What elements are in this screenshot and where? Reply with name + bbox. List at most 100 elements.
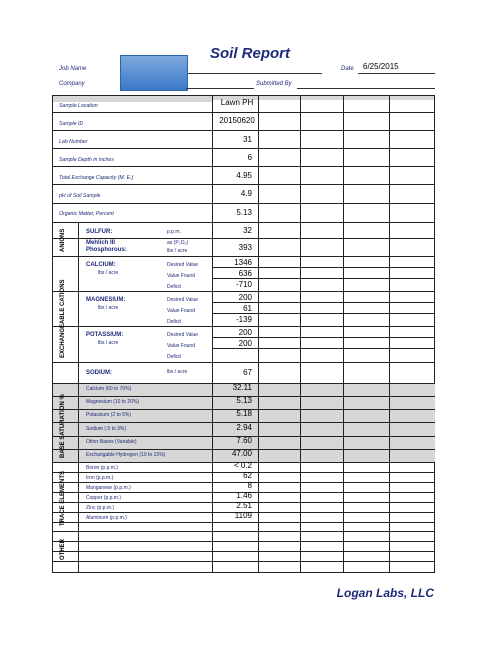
trace-element-row-value: 2.51 xyxy=(236,501,252,510)
potassium-found-label: Value Found xyxy=(167,343,195,349)
grid-row-line xyxy=(52,551,435,552)
phosphorus-unit-1: as (P₂O₅) xyxy=(167,240,189,246)
company-label: Company xyxy=(59,81,85,87)
grid-row-line xyxy=(52,512,435,513)
trace-element-row-label: Iron (p.p.m.) xyxy=(86,475,114,481)
base-saturation-row-label: Exchangable Hydrogen (10 to 15%) xyxy=(86,452,166,458)
magnesium-desired-value: 200 xyxy=(238,293,252,302)
sample-depth-value: 6 xyxy=(247,153,252,162)
soil-report-grid xyxy=(52,95,435,573)
calcium-deficit-value: -710 xyxy=(235,280,252,289)
magnesium-found-value: 61 xyxy=(243,304,252,313)
grid-subrow-line xyxy=(212,267,435,268)
trace-element-row-value: 1109 xyxy=(234,511,252,520)
sodium-value: 67 xyxy=(243,368,252,377)
grid-row-line xyxy=(52,561,435,562)
submitted-by-label: Submitted By xyxy=(256,81,292,87)
grid-row-line xyxy=(52,238,435,239)
sulfur-label: SULFUR: xyxy=(86,229,113,235)
sodium-label: SODIUM: xyxy=(86,370,112,376)
potassium-found-value: 200 xyxy=(238,339,252,348)
sample-id-label: Sample ID xyxy=(59,121,84,127)
anions-section-label: ANIONS xyxy=(60,228,66,252)
grid-row-line xyxy=(52,362,435,363)
organic-matter-value: 5.13 xyxy=(236,208,252,217)
magnesium-deficit-value: -139 xyxy=(235,315,252,324)
grid-column-line xyxy=(212,95,213,573)
grid-subrow-line xyxy=(212,337,435,338)
sample-location-label: Sample Location xyxy=(59,103,98,109)
grid-column-line xyxy=(389,95,390,573)
base-saturation-row-label: Sodium (.5 to 3%) xyxy=(86,425,127,432)
lab-number-label: Lab Number xyxy=(59,139,88,145)
potassium-label: POTASSIUM: xyxy=(86,332,124,338)
calcium-found-label: Value Found xyxy=(167,273,195,279)
phosphorus-unit-2: lbs / acre xyxy=(167,248,188,254)
trace-elements-section-label: TRACE ELEMENTS xyxy=(60,470,66,526)
base-saturation-row-label: Other Bases (Variable) xyxy=(86,438,137,445)
grid-row-line xyxy=(52,492,435,493)
calcium-found-value: 636 xyxy=(238,269,252,278)
shaded-cell xyxy=(212,96,434,100)
grid-row-line xyxy=(52,130,435,131)
job-name-label: Job Name xyxy=(59,66,87,72)
grid-row-line xyxy=(52,166,435,167)
tec-value: 4.95 xyxy=(236,171,252,180)
section-label-divider xyxy=(78,222,79,573)
calcium-desired-value: 1346 xyxy=(234,258,252,267)
sulfur-value: 32 xyxy=(243,226,252,235)
date-label: Date xyxy=(341,66,354,72)
calcium-unit: lbs / acre xyxy=(98,270,119,276)
calcium-desired-label: Desired Value xyxy=(167,262,199,268)
other-section-label: OTHER xyxy=(60,539,66,560)
grid-row-line xyxy=(52,112,435,113)
grid-subrow-line xyxy=(212,313,435,314)
footer-company: Logan Labs, LLC xyxy=(336,586,434,600)
grid-row-line xyxy=(52,326,435,327)
magnesium-found-label: Value Found xyxy=(167,308,195,314)
grid-row-line xyxy=(52,436,435,437)
shaded-cell xyxy=(53,96,212,102)
grid-row-line xyxy=(52,472,435,473)
trace-element-row-label: Boron (p.p.m.) xyxy=(86,465,118,471)
sulfur-unit: p.p.m. xyxy=(167,229,181,235)
sample-location-value: Lawn PH xyxy=(220,98,254,107)
grid-row-line xyxy=(52,462,435,463)
redacted-job-name-box xyxy=(120,55,188,91)
base-saturation-row-value: 7.60 xyxy=(236,435,252,445)
trace-element-row-label: Manganese (p.p.m.) xyxy=(86,485,131,491)
potassium-unit: lbs / acre xyxy=(98,340,119,346)
magnesium-label: MAGNESIUM: xyxy=(86,297,126,303)
base-saturation-row-label: Potassium (2 to 5%) xyxy=(86,412,132,419)
trace-element-row-label: Copper (p.p.m.) xyxy=(86,495,122,501)
grid-row-line xyxy=(52,422,435,423)
date-value: 6/25/2015 xyxy=(363,62,399,71)
base-saturation-row-value: 5.18 xyxy=(236,409,252,419)
trace-element-row-value: 62 xyxy=(243,471,252,480)
trace-element-row-label: Zinc (p.p.m.) xyxy=(86,505,115,511)
submitted-by-underline xyxy=(297,88,435,89)
grid-row-line xyxy=(52,256,435,257)
base-saturation-row-label: Magnesium (10 to 20%) xyxy=(86,399,140,406)
grid-row-line xyxy=(52,482,435,483)
grid-row-line xyxy=(52,383,435,384)
magnesium-desired-label: Desired Value xyxy=(167,297,199,303)
grid-row-line xyxy=(52,148,435,149)
ph-label: pH of Soil Sample xyxy=(59,193,101,199)
company-underline xyxy=(186,88,254,89)
phosphorus-label-2: Phosphorous: xyxy=(86,247,127,253)
trace-element-row-value: 1.46 xyxy=(236,491,252,500)
grid-row-line xyxy=(52,502,435,503)
tec-label: Total Exchange Capacity (M. E.) xyxy=(59,175,134,181)
grid-row-line xyxy=(52,449,435,450)
report-title: Soil Report xyxy=(209,45,290,62)
magnesium-deficit-label: Deficit xyxy=(167,319,181,325)
grid-subrow-line xyxy=(212,302,435,303)
trace-element-row-value: 8 xyxy=(247,481,252,490)
grid-subrow-line xyxy=(212,278,435,279)
grid-column-line xyxy=(258,95,259,573)
job-name-underline xyxy=(186,73,322,74)
sodium-unit: lbs / acre xyxy=(167,369,188,375)
base-saturation-row-value: 5.13 xyxy=(236,396,252,406)
grid-row-line xyxy=(52,531,435,532)
